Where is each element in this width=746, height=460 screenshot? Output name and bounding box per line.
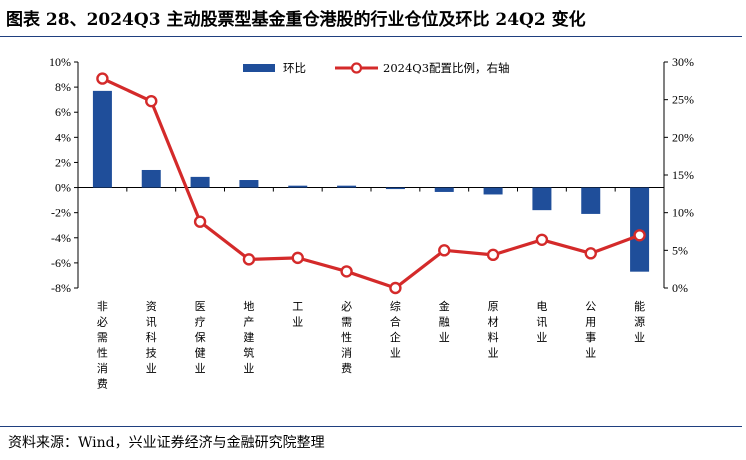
left-tick-label: 6% <box>55 105 71 119</box>
title-divider <box>0 36 742 37</box>
left-tick-label: 10% <box>49 55 71 69</box>
line-point <box>291 251 304 265</box>
left-tick-label: -4% <box>51 231 71 245</box>
category-labels: 非必需性消费 资讯科技业 医疗保健业 地产建筑业 工业 必需性消费 综合企业 金融业 原材料业 电… <box>97 299 645 391</box>
line-point <box>633 229 646 242</box>
bar-series <box>92 90 650 272</box>
line-point <box>340 265 353 278</box>
right-tick-label: 0% <box>672 281 688 295</box>
line-point <box>145 94 158 108</box>
line-point <box>96 72 109 85</box>
bar <box>239 180 259 188</box>
bar <box>337 185 357 188</box>
legend-bar-swatch <box>243 64 275 72</box>
bar <box>92 90 112 188</box>
line-series <box>96 72 646 295</box>
legend-line-marker <box>350 62 363 74</box>
right-tick-label: 15% <box>672 168 694 182</box>
bar <box>288 185 308 188</box>
bar <box>385 187 405 190</box>
right-tick-label: 25% <box>672 93 694 107</box>
line-point <box>193 215 207 228</box>
bar <box>581 187 601 214</box>
bar <box>483 187 503 195</box>
bar <box>532 187 552 211</box>
left-tick-label: 0% <box>55 181 71 195</box>
source-divider <box>0 426 742 427</box>
axes: -8% -6% -4% -2% 0% 2% 4% 6% 8% 10% 0% 5% 10% 15% 20% 25… <box>49 55 694 295</box>
bar <box>141 169 161 188</box>
right-tick-label: 20% <box>672 130 694 144</box>
left-tick-label: 4% <box>55 130 71 144</box>
right-tick-label: 5% <box>672 243 688 257</box>
category-label: 公用事业 <box>585 300 596 360</box>
category-label: 地产建筑业 <box>243 300 254 375</box>
right-tick-label: 30% <box>672 55 694 69</box>
left-tick-label: -8% <box>51 281 71 295</box>
line-point <box>389 281 402 295</box>
line-path <box>101 77 641 290</box>
category-label: 非必需性消费 <box>97 300 108 391</box>
legend-line-label: 2024Q3配置比例，右轴 <box>383 61 510 75</box>
category-label: 电讯业 <box>536 300 547 344</box>
left-tick-label: 8% <box>55 80 71 94</box>
category-label: 能源业 <box>634 299 645 344</box>
line-point <box>242 253 256 266</box>
legend: 环比 2024Q3配置比例，右轴 <box>243 61 510 75</box>
line-point <box>486 248 500 262</box>
right-tick-label: 10% <box>672 206 694 220</box>
source-note: 资料来源：Wind，兴业证券经济与金融研究院整理 <box>8 435 325 451</box>
bar <box>434 187 454 192</box>
category-label: 必需性消费 <box>341 300 352 375</box>
line-point <box>535 233 549 246</box>
category-label: 资讯科技业 <box>146 300 157 375</box>
line-point <box>438 244 451 257</box>
category-label: 原材料业 <box>488 300 499 360</box>
legend-bar-label: 环比 <box>283 61 306 75</box>
bar <box>190 176 210 188</box>
bar-line-chart: -8% -6% -4% -2% 0% 2% 4% 6% 8% 10% 0% 5% 10% 15% 20% 25… <box>49 55 694 391</box>
line-point <box>584 247 597 260</box>
left-tick-label: 2% <box>55 155 71 169</box>
category-label: 医疗保健业 <box>195 300 206 375</box>
left-tick-label: -2% <box>51 206 71 220</box>
category-label: 工业 <box>292 300 303 329</box>
category-label: 金融业 <box>439 299 450 344</box>
left-tick-label: -6% <box>51 256 71 270</box>
chart-title: 图表 28、2024Q3 主动股票型基金重仓港股的行业仓位及环比 24Q2 变化 <box>6 10 586 30</box>
category-label: 综合企业 <box>390 299 401 360</box>
